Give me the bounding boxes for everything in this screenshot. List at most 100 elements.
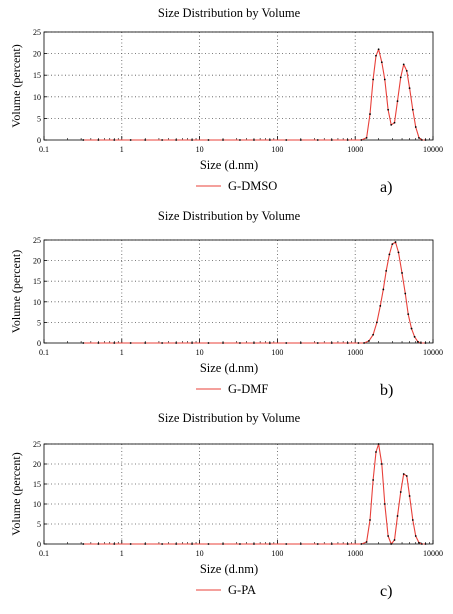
x-tick-label: 1 [120,348,124,357]
data-point [372,78,375,81]
data-point [393,539,396,541]
data-point [417,340,419,343]
data-point [113,139,116,141]
data-point [408,87,411,90]
data-point [330,342,333,344]
data-point [360,139,363,141]
data-point [394,241,397,243]
legend-label: G-DMF [228,382,268,396]
data-point [420,342,422,344]
data-point [380,463,383,465]
data-point [401,272,403,274]
data-point [357,342,360,344]
data-point [372,479,375,481]
x-axis-label: Size (d.nm) [200,361,258,375]
data-point [253,543,255,545]
data-point [285,139,288,141]
y-tick-label: 0 [37,339,41,348]
x-tick-label: 1 [120,549,124,558]
data-point [222,139,224,141]
data-point [399,76,402,79]
data-point [396,100,399,103]
chart-title: Size Distribution by Volume [158,411,301,425]
y-axis-label: Volume (percent) [9,44,23,127]
legend-label: G-PA [228,583,256,597]
data-point [316,543,319,545]
x-tick-label: 1000 [347,549,363,558]
data-point [367,340,370,342]
y-tick-label: 5 [37,520,41,529]
data-point [408,495,411,497]
data-point [144,139,147,141]
chart-title: Size Distribution by Volume [158,209,301,223]
x-tick-label: 10 [196,549,204,558]
data-point [97,342,100,344]
series-line [83,241,426,344]
data-point [97,139,100,141]
data-point [387,535,390,537]
data-point [369,519,371,521]
data-point [382,288,385,291]
data-point [390,543,393,545]
panel-label: c) [380,583,392,600]
x-tick-label: 1 [120,145,124,154]
panel-label: a) [380,179,392,196]
data-point [404,292,407,295]
data-point [285,543,288,545]
data-point [405,69,408,72]
y-tick-label: 10 [33,298,41,307]
y-tick-label: 25 [33,28,41,37]
data-point [129,543,132,545]
data-point [399,491,402,493]
data-point [424,543,427,545]
data-point [82,139,85,141]
y-tick-label: 5 [37,318,41,327]
y-tick-label: 20 [33,460,41,469]
data-point [380,61,383,64]
data-point [161,139,164,141]
data-point [253,342,255,344]
data-point [207,342,210,344]
y-tick-label: 20 [33,257,41,266]
x-axis-label: Size (d.nm) [200,562,258,576]
data-point [414,535,417,537]
y-tick-label: 0 [37,136,41,145]
data-point [113,342,116,344]
data-point [299,342,302,344]
data-point [82,543,85,545]
data-point [365,136,368,139]
y-tick-label: 10 [33,500,41,509]
data-point [365,541,368,543]
data-point [299,543,302,545]
data-point [421,543,423,545]
y-axis-label: Volume (percent) [9,250,23,333]
data-point [113,543,116,545]
data-point [405,475,408,477]
data-point [421,139,423,141]
data-point [161,342,164,344]
data-point [402,473,405,475]
x-axis-label: Size (d.nm) [200,158,258,172]
data-point [411,108,414,111]
data-point [388,253,391,256]
data-point [390,123,393,126]
data-point [385,270,388,272]
x-tick-label: 10 [196,348,204,357]
data-point [239,342,241,344]
data-point [129,139,132,141]
data-point [377,48,380,51]
y-tick-label: 20 [33,50,41,59]
y-tick-label: 25 [33,440,41,449]
data-point [418,136,420,139]
data-point [161,543,164,545]
data-point [97,543,100,545]
data-point [413,335,416,338]
x-tick-label: 10000 [423,348,443,357]
data-point [402,63,405,66]
data-point [411,519,414,521]
data-point [268,139,271,141]
data-point [387,108,390,111]
